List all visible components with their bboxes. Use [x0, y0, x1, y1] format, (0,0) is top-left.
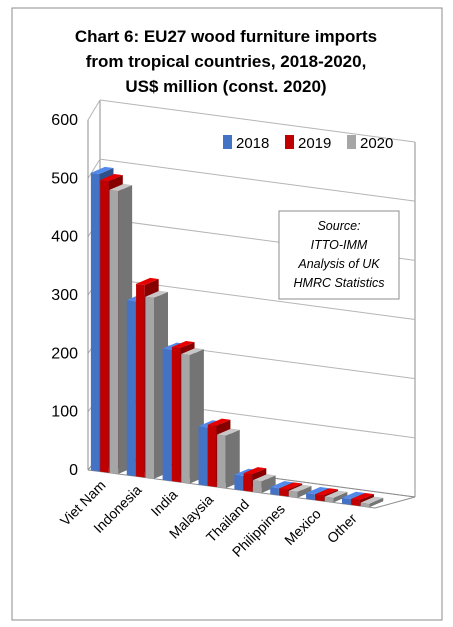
- bar-thailand-2020: [253, 474, 276, 493]
- y-tick-label: 0: [69, 462, 78, 479]
- bar-top: [288, 484, 312, 492]
- bar-front: [288, 490, 298, 498]
- bar-front: [136, 283, 145, 478]
- bar-malaysia-2020: [217, 428, 240, 489]
- gridline: [99, 99, 416, 143]
- bar-side: [225, 429, 240, 489]
- bar-top: [243, 467, 267, 475]
- chart-title-line-2: from tropical countries, 2018-2020,: [86, 52, 367, 71]
- bars: [90, 166, 384, 508]
- bar-front: [253, 480, 262, 493]
- y-tick-label: 300: [51, 287, 78, 304]
- bar-top: [341, 491, 365, 499]
- bar-front: [181, 354, 190, 484]
- bar-top: [279, 482, 303, 490]
- bar-other-2020: [360, 496, 384, 508]
- side-gridline: [87, 99, 101, 121]
- source-box: [278, 210, 400, 300]
- bar-top: [324, 490, 348, 498]
- bar-philippines-2020: [288, 484, 312, 498]
- bar-top: [207, 418, 231, 426]
- source-line-4: HMRC Statistics: [294, 276, 385, 290]
- bar-top: [136, 277, 159, 286]
- y-tick-label: 200: [51, 345, 78, 362]
- bar-front: [351, 499, 360, 507]
- bar-side: [333, 491, 348, 503]
- bar-front: [234, 474, 243, 491]
- bar-front: [126, 300, 136, 477]
- bar-front: [207, 424, 217, 488]
- chart-title-line-3: US$ million (const. 2020): [125, 77, 326, 96]
- bar-front: [145, 296, 155, 479]
- bar-front: [270, 487, 279, 496]
- bar-top: [100, 173, 123, 182]
- bar-side: [261, 475, 276, 493]
- bar-front: [90, 172, 100, 472]
- bar-top: [217, 428, 240, 436]
- bar-front: [198, 426, 208, 486]
- side-gridline: [87, 158, 101, 179]
- bar-top: [306, 487, 329, 495]
- bar-front: [100, 179, 109, 473]
- gridline: [99, 158, 416, 202]
- bar-front: [360, 502, 370, 508]
- bar-mexico-2020: [324, 490, 348, 503]
- bar-front: [315, 494, 325, 502]
- bar-top: [360, 496, 384, 504]
- bar-top: [145, 290, 169, 298]
- source-line-1: Source:: [317, 219, 360, 233]
- bar-top: [253, 474, 276, 482]
- y-tick-label: 100: [51, 404, 78, 421]
- legend-label-2019: 2019: [298, 135, 331, 152]
- bar-side: [369, 497, 384, 508]
- bar-top: [270, 481, 293, 489]
- bar-front: [217, 434, 226, 489]
- source-line-2: ITTO-IMM: [311, 238, 368, 252]
- bar-top: [109, 183, 133, 192]
- y-tick-label: 500: [51, 170, 78, 187]
- legend: 2018 2019 2020: [223, 135, 393, 152]
- bar-front: [243, 473, 253, 492]
- bar-front: [279, 488, 289, 497]
- legend-label-2020: 2020: [360, 135, 393, 152]
- bar-top: [351, 493, 374, 501]
- bar-front: [109, 189, 119, 474]
- legend-swatch-2019: [285, 135, 294, 149]
- bar-top: [315, 488, 339, 496]
- bar-front: [171, 346, 181, 483]
- y-tick-label: 400: [51, 229, 78, 246]
- source-line-3: Analysis of UK: [297, 257, 380, 271]
- bar-top: [90, 166, 114, 175]
- bar-front: [162, 348, 172, 482]
- bar-side: [297, 485, 312, 498]
- bar-front: [306, 493, 315, 501]
- legend-label-2018: 2018: [236, 135, 269, 152]
- bar-front: [324, 496, 334, 503]
- bar-front: [341, 497, 351, 505]
- bar-top: [181, 348, 204, 356]
- chart-title-line-1: Chart 6: EU27 wood furniture imports: [75, 27, 377, 46]
- y-axis-ticks: 0 100 200 300 400 500 600: [51, 112, 78, 479]
- legend-swatch-2018: [223, 135, 232, 149]
- bar-top: [171, 340, 195, 349]
- source-annotation: Source: ITTO-IMM Analysis of UK HMRC Sta…: [278, 210, 400, 300]
- legend-swatch-2020: [347, 135, 356, 149]
- y-tick-label: 600: [51, 112, 78, 129]
